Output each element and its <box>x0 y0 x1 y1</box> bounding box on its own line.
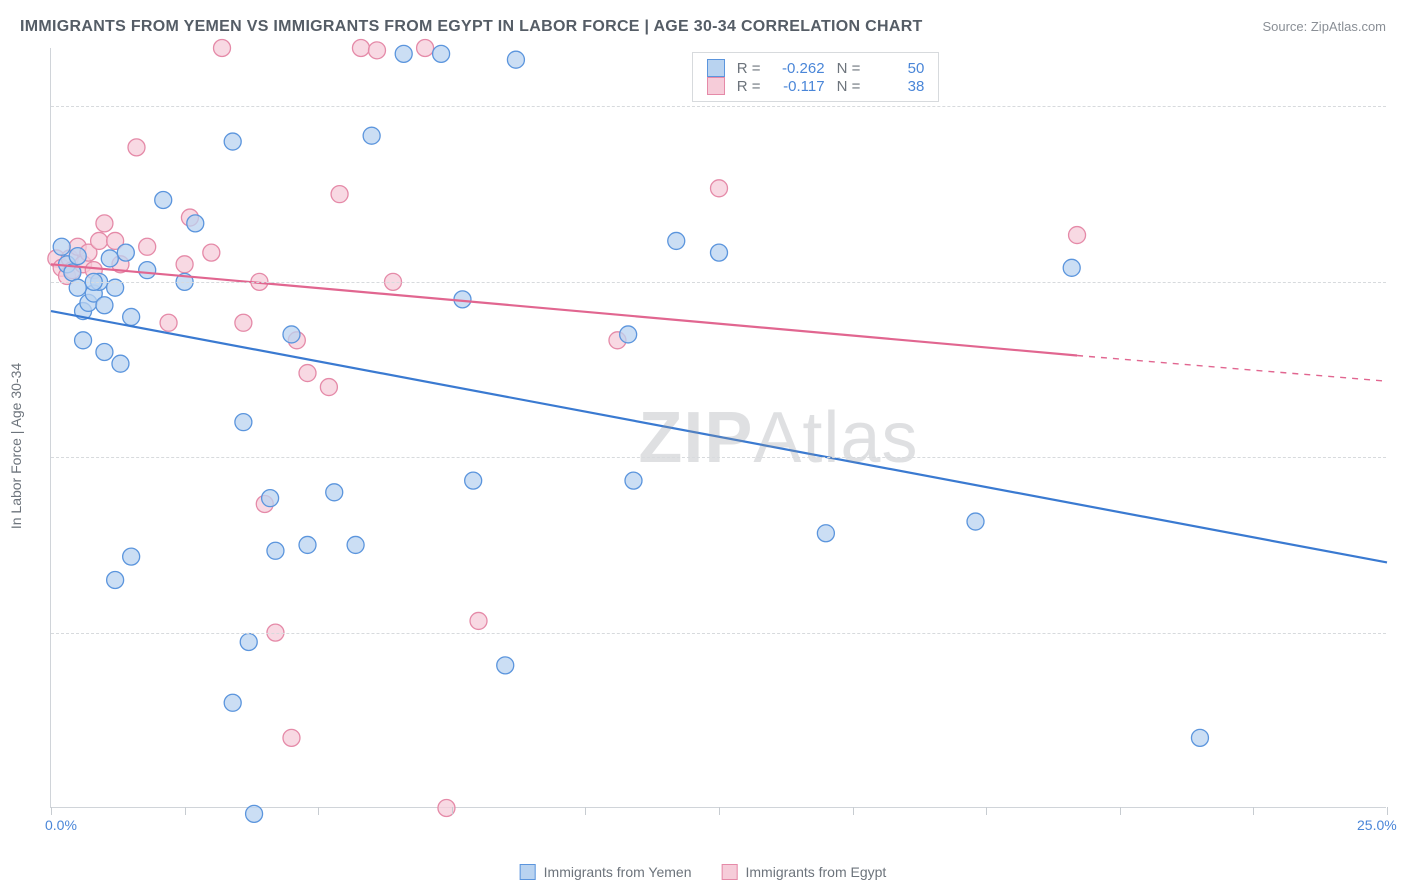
y-tick-label: 85.0% <box>1396 274 1406 290</box>
n-label: N = <box>837 78 861 95</box>
chart-svg <box>51 48 1386 807</box>
yemen-legend-swatch <box>520 864 536 880</box>
y-tick-label: 70.0% <box>1396 449 1406 465</box>
source-label: Source: ZipAtlas.com <box>1262 19 1386 34</box>
yemen-swatch <box>707 59 725 77</box>
yemen-r-value: -0.262 <box>773 60 825 77</box>
egypt-r-value: -0.117 <box>773 78 825 95</box>
y-tick-label: 100.0% <box>1396 98 1406 114</box>
series-legend: Immigrants from Yemen Immigrants from Eg… <box>520 864 887 880</box>
egypt-n-value: 38 <box>872 78 924 95</box>
egypt-swatch <box>707 77 725 95</box>
plot-area: R = -0.262 N = 50 R = -0.117 N = 38 ZIPA… <box>50 48 1386 808</box>
x-tick-label: 0.0% <box>45 817 77 833</box>
chart-title: IMMIGRANTS FROM YEMEN VS IMMIGRANTS FROM… <box>20 18 923 36</box>
y-tick-label: 55.0% <box>1396 625 1406 641</box>
yemen-legend-label: Immigrants from Yemen <box>544 864 692 880</box>
x-tick-label: 25.0% <box>1357 817 1397 833</box>
yemen-n-value: 50 <box>872 60 924 77</box>
y-axis-title: In Labor Force | Age 30-34 <box>8 363 24 529</box>
n-label: N = <box>837 60 861 77</box>
egypt-legend-swatch <box>722 864 738 880</box>
correlation-legend: R = -0.262 N = 50 R = -0.117 N = 38 <box>692 52 940 102</box>
r-label: R = <box>737 60 761 77</box>
egypt-legend-label: Immigrants from Egypt <box>746 864 887 880</box>
r-label: R = <box>737 78 761 95</box>
